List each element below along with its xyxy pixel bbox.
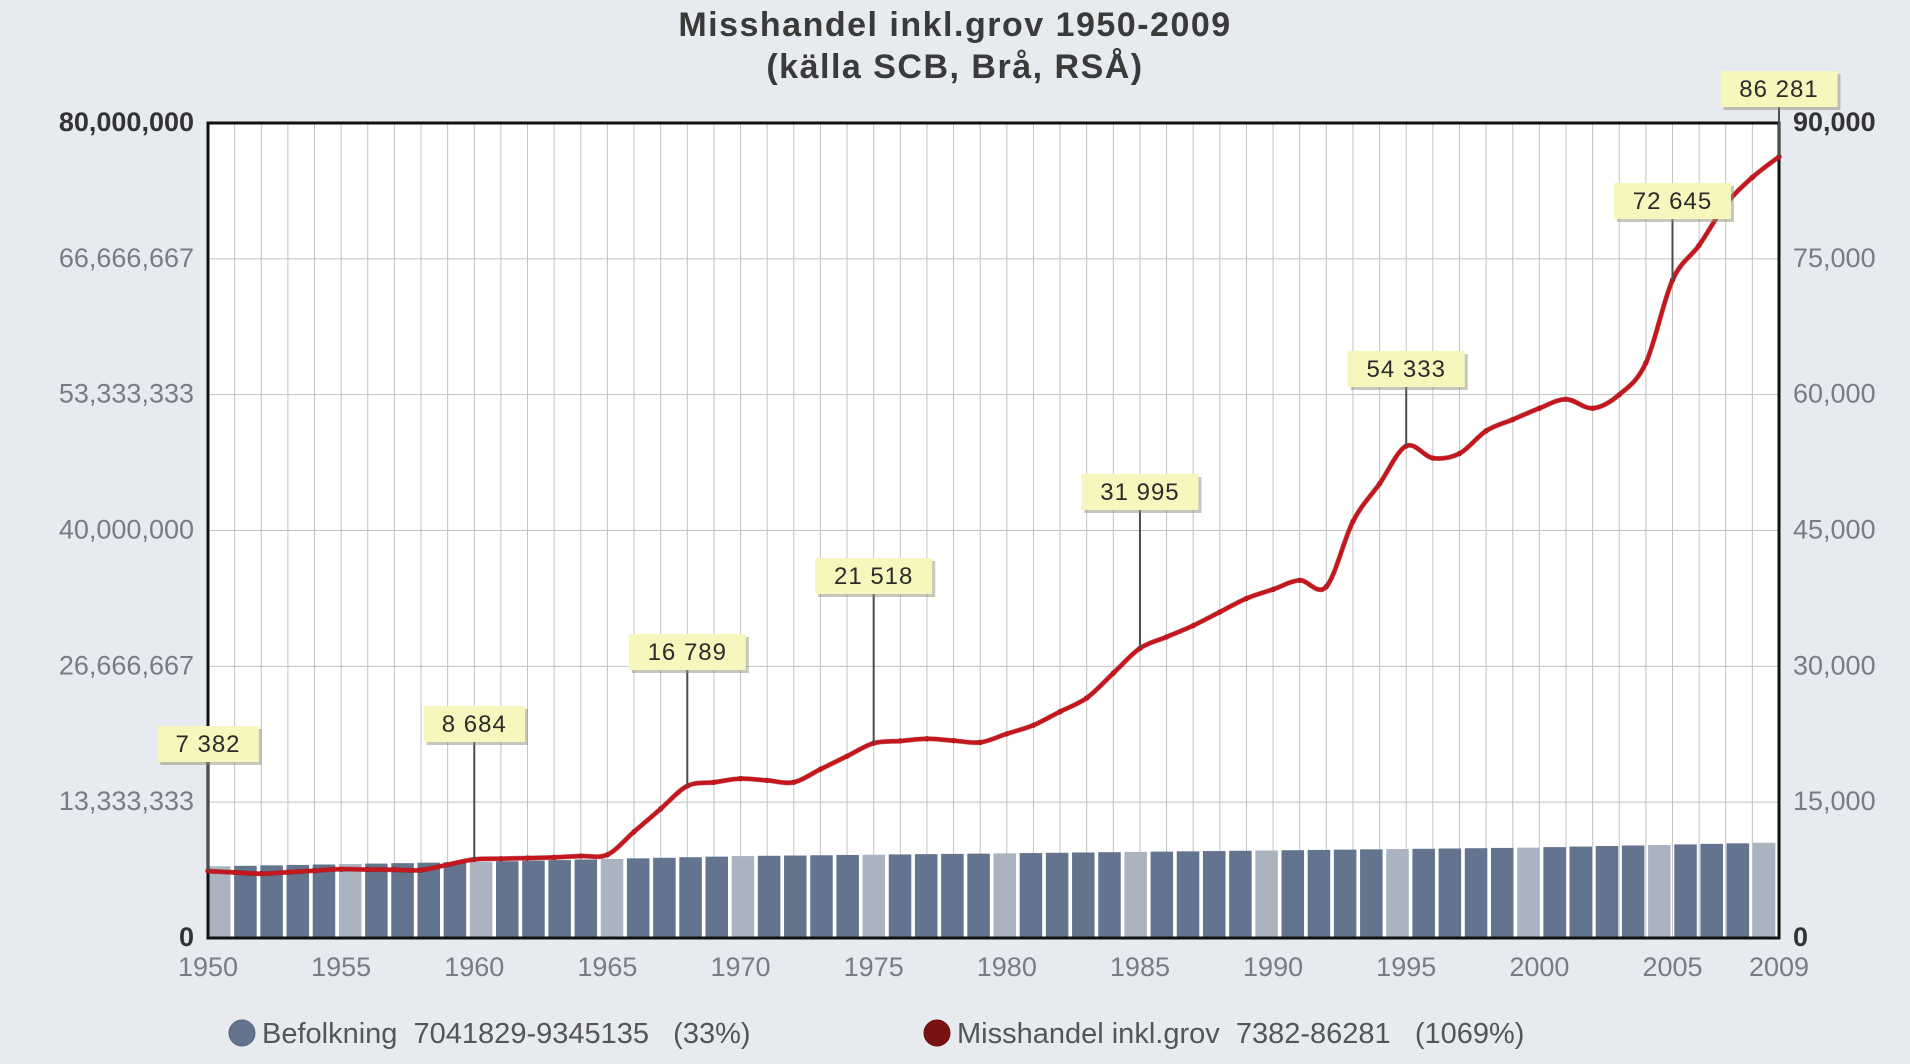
svg-text:1980: 1980: [977, 952, 1037, 982]
svg-text:75,000: 75,000: [1793, 243, 1876, 273]
svg-text:1970: 1970: [711, 952, 771, 982]
svg-text:0: 0: [179, 922, 194, 952]
svg-text:1960: 1960: [444, 952, 504, 982]
svg-text:66,666,667: 66,666,667: [59, 243, 194, 273]
svg-text:1990: 1990: [1243, 952, 1303, 982]
svg-text:0: 0: [1793, 922, 1808, 952]
svg-text:1975: 1975: [844, 952, 904, 982]
svg-text:Befolkning 7041829-9345135: Befolkning 7041829-9345135 (33%): [262, 1018, 751, 1050]
svg-text:2005: 2005: [1642, 952, 1702, 982]
svg-text:26,666,667: 26,666,667: [59, 650, 194, 680]
svg-text:16 789: 16 789: [648, 639, 727, 666]
svg-text:21 518: 21 518: [834, 563, 913, 590]
svg-text:40,000,000: 40,000,000: [59, 515, 194, 545]
svg-text:72 645: 72 645: [1633, 188, 1712, 215]
svg-text:Misshandel inkl.grov 7382-862: Misshandel inkl.grov 7382-86281 (1069%): [957, 1018, 1524, 1050]
svg-text:1995: 1995: [1376, 952, 1436, 982]
svg-text:7 382: 7 382: [175, 731, 240, 758]
svg-text:86 281: 86 281: [1739, 76, 1818, 103]
svg-text:2000: 2000: [1509, 952, 1569, 982]
svg-text:13,333,333: 13,333,333: [59, 786, 194, 816]
svg-text:80,000,000: 80,000,000: [59, 107, 194, 137]
svg-text:8 684: 8 684: [442, 711, 507, 738]
svg-text:2009: 2009: [1749, 952, 1809, 982]
svg-text:1965: 1965: [577, 952, 637, 982]
svg-text:15,000: 15,000: [1793, 786, 1876, 816]
svg-text:1950: 1950: [178, 952, 238, 982]
svg-text:1985: 1985: [1110, 952, 1170, 982]
svg-text:54 333: 54 333: [1367, 356, 1446, 383]
svg-text:(källa SCB, Brå, RSÅ): (källa SCB, Brå, RSÅ): [766, 48, 1143, 86]
svg-text:53,333,333: 53,333,333: [59, 379, 194, 409]
svg-text:30,000: 30,000: [1793, 650, 1876, 680]
svg-text:1955: 1955: [311, 952, 371, 982]
svg-text:31 995: 31 995: [1100, 479, 1179, 506]
svg-text:45,000: 45,000: [1793, 515, 1876, 545]
svg-text:Misshandel inkl.grov 1950-2009: Misshandel inkl.grov 1950-2009: [678, 6, 1231, 44]
svg-text:60,000: 60,000: [1793, 379, 1876, 409]
svg-text:90,000: 90,000: [1793, 107, 1876, 137]
